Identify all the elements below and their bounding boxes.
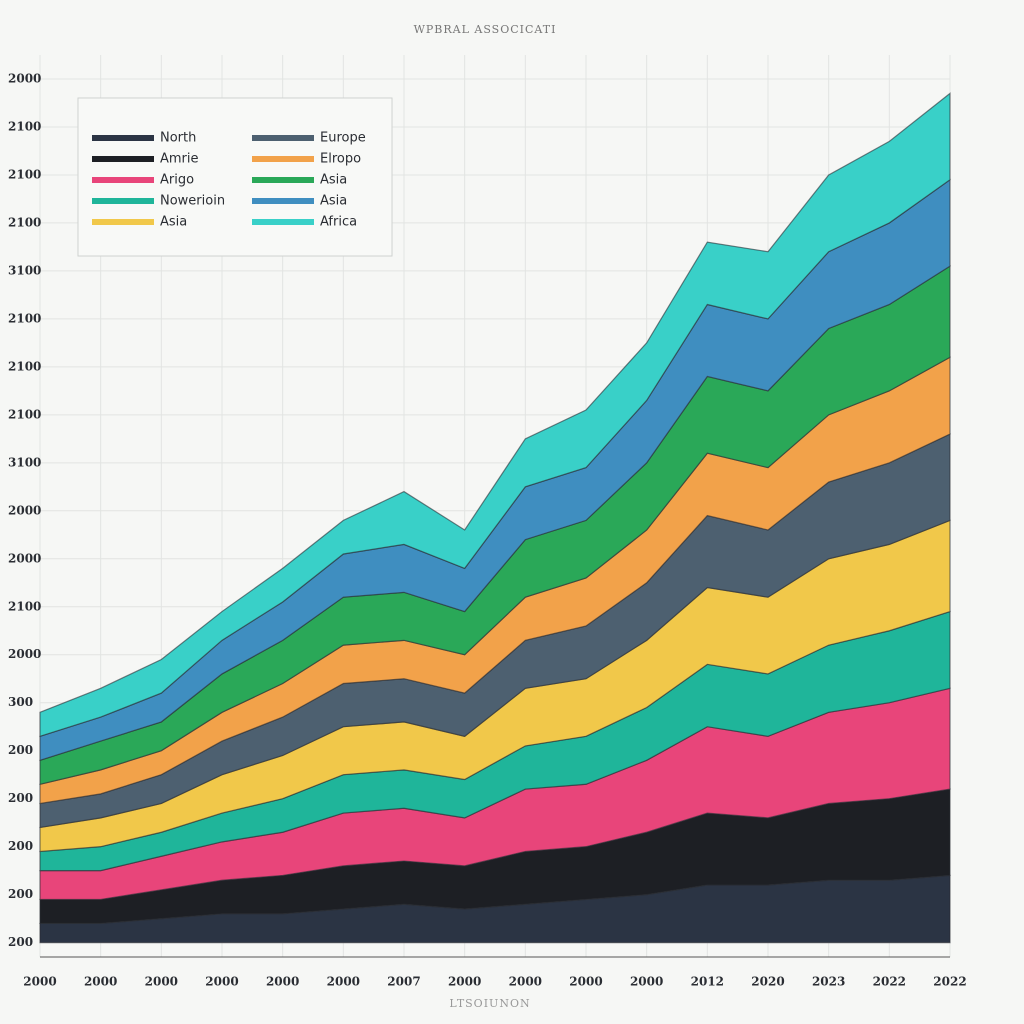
y-tick-label: 2100 <box>8 215 41 229</box>
x-tick-label: 2000 <box>205 975 238 989</box>
x-axis-title: LTSOIUNON <box>449 997 530 1010</box>
legend-swatch <box>252 135 314 141</box>
legend-swatch <box>92 177 154 183</box>
legend-label: Asia <box>160 215 187 230</box>
y-tick-label: 200 <box>8 743 33 757</box>
legend-label: Nowerioin <box>160 194 225 209</box>
y-tick-label: 300 <box>8 695 33 709</box>
y-tick-label: 2000 <box>8 551 41 565</box>
legend-label: North <box>160 131 196 146</box>
legend-swatch <box>92 156 154 162</box>
y-tick-label: 2100 <box>8 599 41 613</box>
legend-label: Europe <box>320 131 366 146</box>
y-tick-label: 2000 <box>8 503 41 517</box>
x-tick-label: 2022 <box>933 975 966 989</box>
x-tick-label: 2000 <box>266 975 299 989</box>
x-tick-label: 2022 <box>873 975 906 989</box>
x-tick-label: 2000 <box>509 975 542 989</box>
legend-swatch <box>252 219 314 225</box>
y-tick-label: 200 <box>8 839 33 853</box>
x-tick-label: 2000 <box>84 975 117 989</box>
chart-title: WPBRAL ASSOCICATI <box>414 23 557 36</box>
y-tick-label: 2100 <box>8 407 41 421</box>
y-tick-label: 200 <box>8 887 33 901</box>
y-tick-label: 2000 <box>8 71 41 85</box>
axes: 200 200 200 200 200 300 2000 2100 2000 2000 3100 21… <box>8 71 967 988</box>
x-tick-label: 2012 <box>691 975 724 989</box>
legend: North Amrie Arigo Nowerioin Asia Europe Elropo… <box>92 131 366 230</box>
y-tick-label: 3100 <box>8 263 41 277</box>
x-tick-label: 2000 <box>327 975 360 989</box>
y-tick-label: 200 <box>8 935 33 949</box>
y-tick-label: 2000 <box>8 647 41 661</box>
legend-swatch <box>252 198 314 204</box>
x-tick-label: 2000 <box>630 975 663 989</box>
legend-label: Asia <box>320 194 347 209</box>
x-tick-label: 2020 <box>751 975 784 989</box>
y-tick-label: 2100 <box>8 119 41 133</box>
legend-swatch <box>92 198 154 204</box>
x-tick-label: 2023 <box>812 975 845 989</box>
areas <box>39 92 951 944</box>
y-tick-label: 2100 <box>8 311 41 325</box>
legend-label: Amrie <box>160 152 199 167</box>
x-tick-label: 2000 <box>23 975 56 989</box>
x-tick-label: 2000 <box>448 975 481 989</box>
x-tick-label: 2000 <box>145 975 178 989</box>
x-tick-label: 2000 <box>569 975 602 989</box>
legend-label: Africa <box>320 215 357 230</box>
y-tick-label: 3100 <box>8 455 41 469</box>
legend-label: Elropo <box>320 152 361 167</box>
legend-swatch <box>92 219 154 225</box>
y-tick-label: 200 <box>8 791 33 805</box>
area <box>39 92 951 738</box>
legend-label: Arigo <box>160 173 194 188</box>
legend-swatch <box>252 156 314 162</box>
y-tick-label: 2100 <box>8 359 41 373</box>
legend-label: Asia <box>320 173 347 188</box>
y-tick-label: 2100 <box>8 167 41 181</box>
legend-swatch <box>92 135 154 141</box>
x-tick-label: 2007 <box>387 975 420 989</box>
legend-swatch <box>252 177 314 183</box>
